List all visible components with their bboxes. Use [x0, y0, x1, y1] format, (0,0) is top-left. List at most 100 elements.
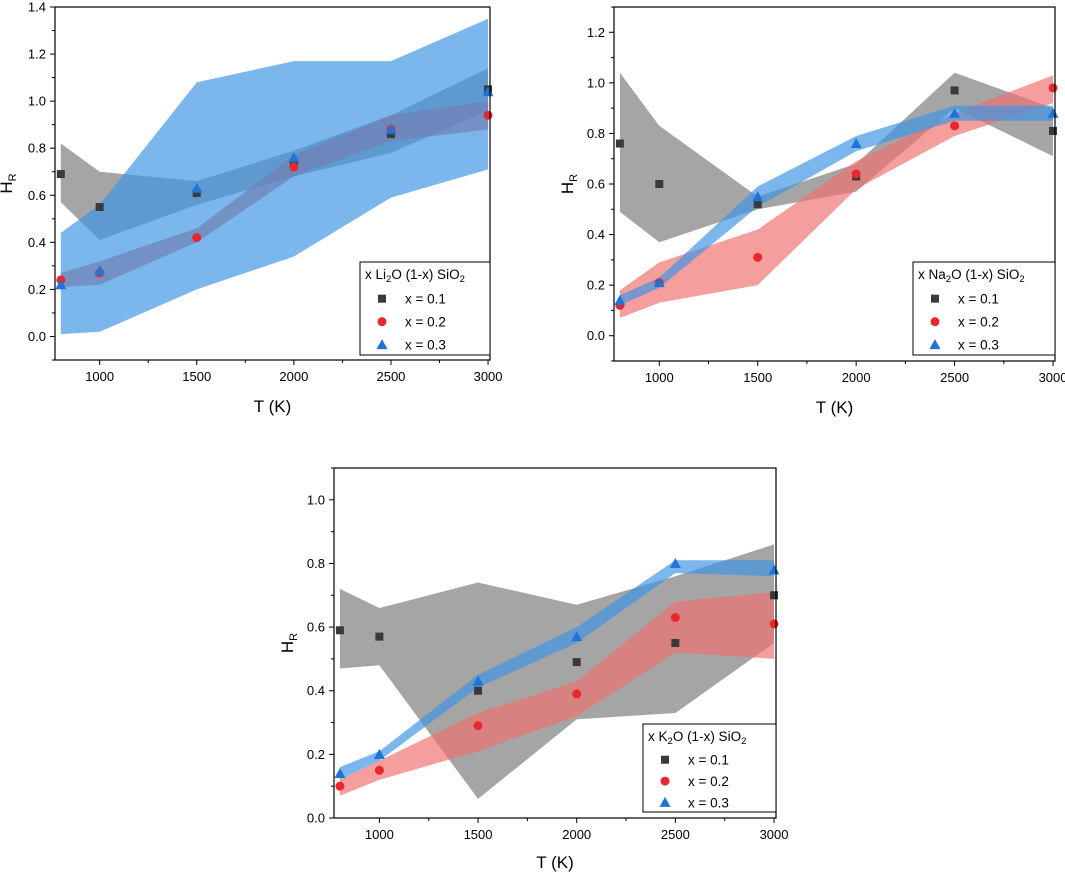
point-series-1-3000 [770, 591, 779, 600]
legend-marker-2 [930, 317, 940, 327]
point-series-1-2500 [386, 130, 395, 139]
y-tick-label-0: 0.0 [587, 328, 605, 343]
y-tick-label-2: 0.4 [307, 683, 325, 698]
legend-label-2: x = 0.2 [688, 774, 729, 789]
point-series-2-1500 [753, 252, 763, 262]
y-tick-label-0: 0.0 [28, 329, 46, 344]
x-tick-label-1500: 1500 [464, 827, 493, 842]
y-tick-label-5: 1.0 [28, 94, 46, 109]
y-tick-label-4: 0.8 [28, 141, 46, 156]
y-tick-label-5: 1.0 [307, 492, 325, 507]
point-series-3-3000 [482, 86, 494, 97]
y-tick-label-6: 1.2 [587, 25, 605, 40]
band-series-2 [339, 592, 774, 796]
point-series-1-3000 [1049, 126, 1058, 135]
point-series-3-3000 [768, 564, 780, 575]
point-series-3-2000 [850, 138, 862, 149]
y-tick-label-0: 0.0 [307, 811, 325, 826]
legend-label-2: x = 0.2 [405, 315, 446, 330]
legend-title: x Na2O (1-x) SiO2 [918, 267, 1025, 285]
legend-label-3: x = 0.3 [405, 338, 446, 353]
point-series-2-2500 [950, 121, 960, 131]
x-tick-label-1500: 1500 [182, 369, 211, 384]
point-series-1-1500 [474, 686, 483, 695]
point-series-3-2500 [385, 123, 397, 134]
point-series-2-2000 [289, 162, 299, 172]
legend: x K2O (1-x) SiO2 x = 0.1 x = 0.2 x = 0.3 [642, 723, 777, 813]
y-axis-title: HR [0, 173, 19, 193]
point-series-3-1000 [653, 277, 665, 288]
point-series-3-1500 [191, 182, 203, 193]
band-series-2 [619, 75, 1053, 318]
point-series-1-2000 [572, 658, 581, 667]
point-series-1-800 [335, 626, 344, 635]
y-tick-label-6: 1.2 [28, 47, 46, 62]
y-tick-label-3: 0.6 [307, 620, 325, 635]
point-series-3-800 [55, 279, 67, 290]
x-tick-label-3000: 3000 [1039, 370, 1065, 385]
legend-marker-2 [377, 317, 387, 327]
point-series-2-3000 [483, 110, 493, 120]
chart-k2o: 1000 1500 2000 2500 3000 0.0 0.2 0.4 0.6 0.8 1.0 T … [278, 467, 789, 872]
y-tick-label-3: 0.6 [587, 177, 605, 192]
legend-label-1: x = 0.1 [958, 292, 999, 307]
point-series-2-1500 [473, 721, 483, 731]
x-tick-label-2500: 2500 [661, 827, 690, 842]
point-series-3-3000 [1047, 107, 1059, 118]
x-tick-label-2000: 2000 [562, 827, 591, 842]
legend-box [912, 261, 1056, 356]
x-tick-label-1500: 1500 [743, 370, 772, 385]
point-series-3-800 [334, 767, 346, 778]
point-series-1-1000 [655, 180, 664, 188]
y-tick-label-1: 0.2 [587, 278, 605, 293]
point-series-1-800 [615, 139, 624, 148]
x-tick-label-2500: 2500 [376, 369, 405, 384]
point-series-1-1500 [192, 188, 201, 197]
legend-marker-2 [660, 776, 670, 786]
y-tick-label-3: 0.6 [28, 188, 46, 203]
point-series-1-800 [56, 170, 65, 179]
y-tick-label-2: 0.4 [28, 235, 46, 250]
point-series-3-2000 [288, 152, 300, 163]
y-tick-label-4: 0.8 [307, 556, 325, 571]
y-tick-label-5: 1.0 [587, 75, 605, 90]
point-series-3-1500 [472, 675, 484, 686]
point-series-2-1000 [374, 765, 384, 775]
point-series-2-1500 [192, 233, 202, 243]
point-series-1-2500 [671, 639, 680, 647]
legend-marker-1 [378, 294, 386, 303]
y-axis-title: HR [558, 174, 580, 194]
x-axis-title: T (K) [816, 398, 853, 417]
x-tick-label-2000: 2000 [279, 369, 308, 384]
plot-frame [333, 467, 777, 819]
point-series-2-2000 [851, 169, 861, 179]
legend-label-2: x = 0.2 [958, 315, 999, 330]
y-tick-label-7: 1.4 [28, 0, 46, 15]
legend-label-3: x = 0.3 [958, 338, 999, 353]
x-tick-label-3000: 3000 [474, 369, 503, 384]
point-series-2-2500 [670, 613, 680, 623]
point-series-2-2000 [572, 689, 582, 699]
point-series-3-1000 [373, 748, 385, 759]
point-series-2-800 [335, 781, 345, 791]
point-series-3-2500 [669, 557, 681, 568]
point-series-1-1000 [375, 632, 384, 641]
point-series-1-1000 [95, 203, 104, 212]
y-tick-label-1: 0.2 [28, 282, 46, 297]
legend-label-1: x = 0.1 [405, 292, 446, 307]
y-tick-label-2: 0.4 [587, 227, 605, 242]
legend-title: x Li2O (1-x) SiO2 [365, 267, 465, 285]
x-tick-label-2500: 2500 [940, 370, 969, 385]
band-series-3 [60, 18, 489, 335]
point-series-3-2000 [571, 631, 583, 642]
point-series-3-2500 [949, 107, 961, 118]
legend-marker-3 [376, 339, 388, 350]
point-series-2-3000 [1048, 83, 1058, 93]
legend-box [359, 261, 491, 356]
point-series-3-1000 [94, 265, 106, 276]
point-series-2-3000 [769, 619, 779, 629]
x-tick-label-3000: 3000 [760, 827, 789, 842]
x-tick-label-1000: 1000 [85, 369, 114, 384]
x-axis-title: T (K) [254, 397, 291, 416]
